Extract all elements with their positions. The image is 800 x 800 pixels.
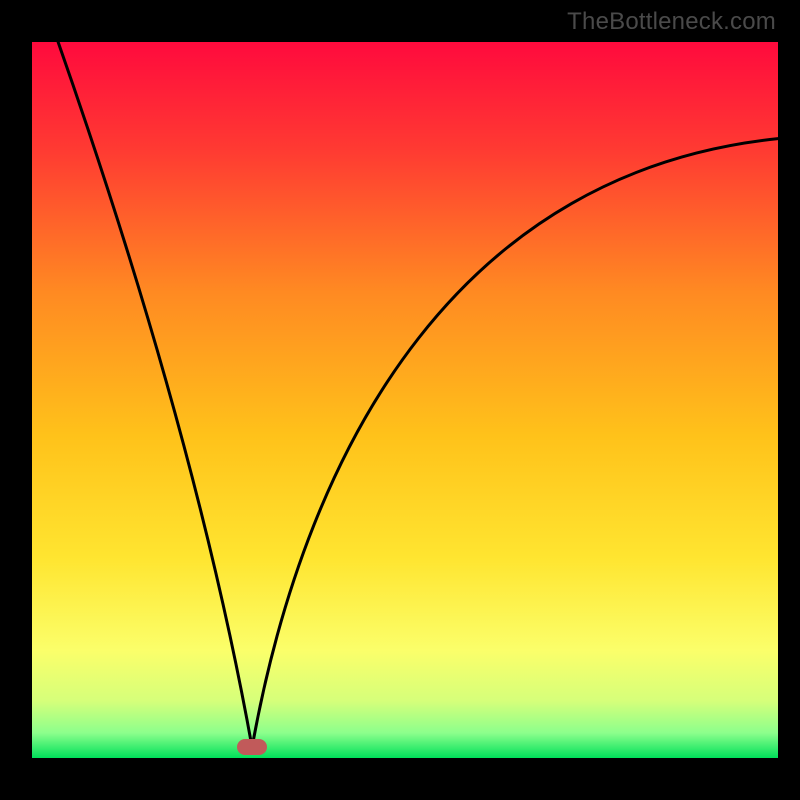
watermark-text: TheBottleneck.com	[567, 8, 776, 36]
curve-path	[58, 42, 778, 747]
vertex-marker	[237, 739, 267, 755]
chart-frame	[0, 0, 800, 800]
plot-area	[32, 42, 778, 758]
bottleneck-curve	[32, 42, 778, 758]
